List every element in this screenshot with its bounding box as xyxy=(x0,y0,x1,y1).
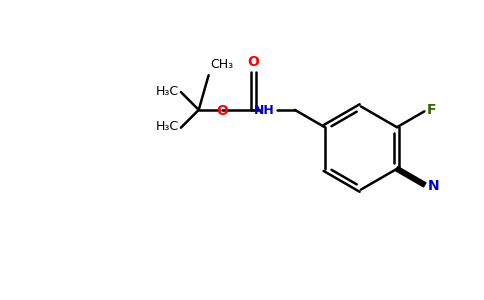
Text: H₃C: H₃C xyxy=(156,120,179,133)
Text: H₃C: H₃C xyxy=(156,85,179,98)
Text: NH: NH xyxy=(254,104,275,117)
Text: N: N xyxy=(427,179,439,193)
Text: CH₃: CH₃ xyxy=(211,58,234,71)
Text: O: O xyxy=(216,104,228,118)
Text: F: F xyxy=(426,103,436,117)
Text: O: O xyxy=(247,55,259,69)
